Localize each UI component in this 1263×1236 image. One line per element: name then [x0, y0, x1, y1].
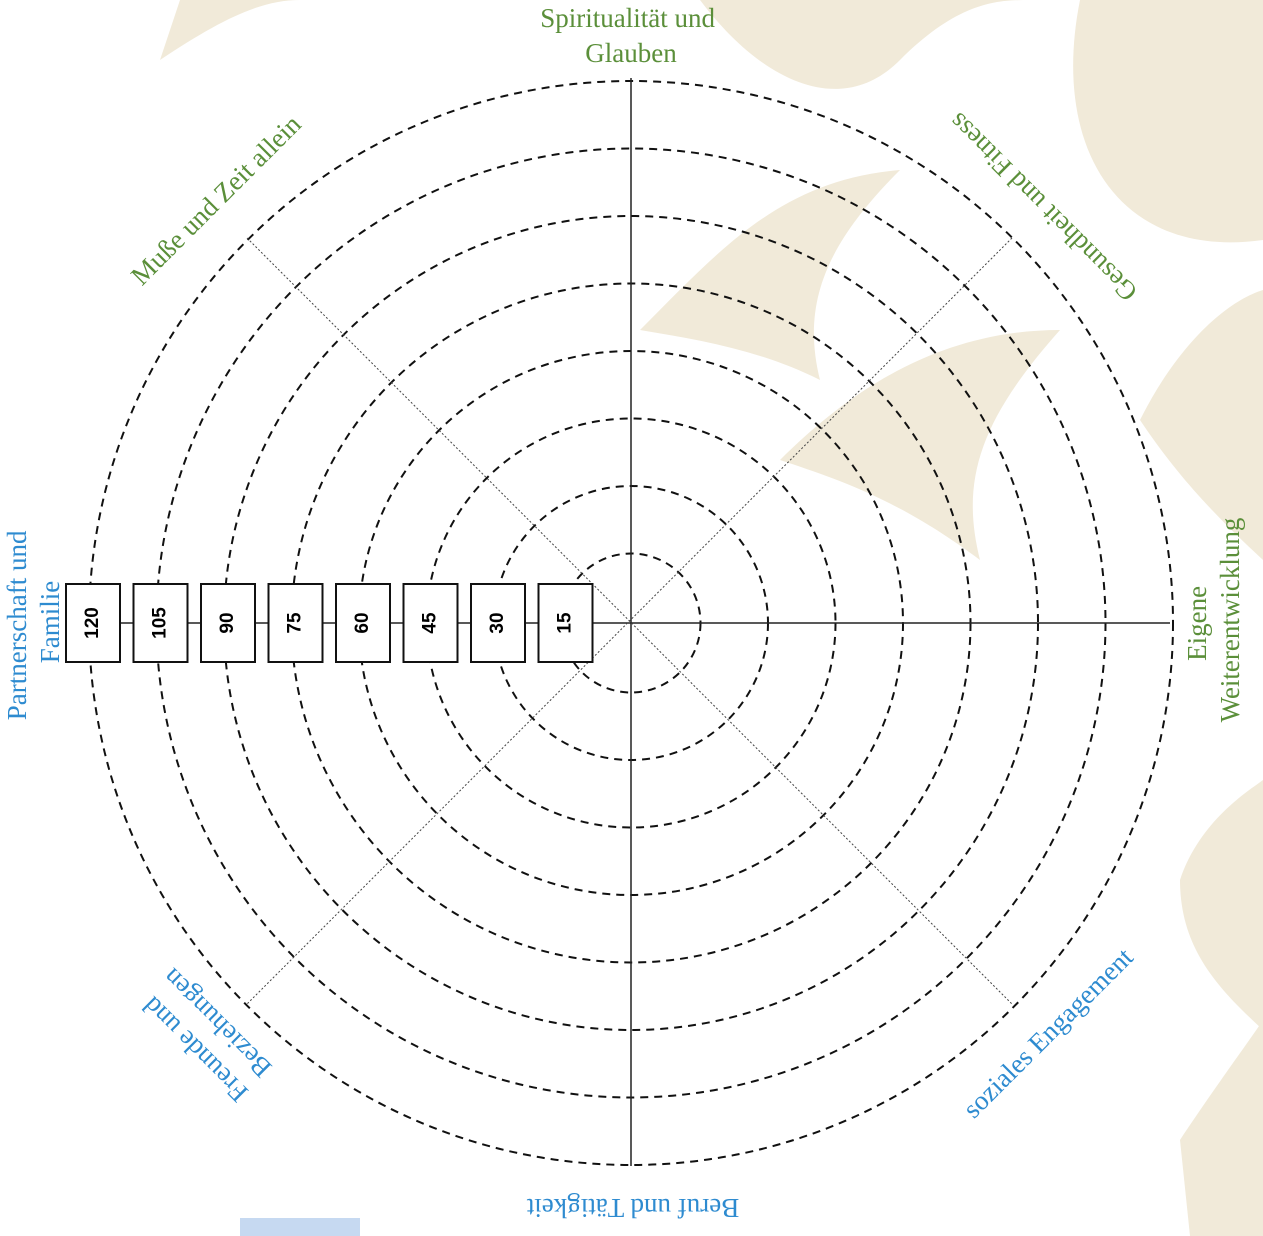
scale-label: 60 — [352, 612, 373, 633]
segment-label: Partnerschaft und Familie — [2, 524, 65, 720]
scale-label: 45 — [420, 612, 441, 634]
segment-label: Freunde und Beziehungen — [132, 962, 278, 1108]
scale-label: 90 — [217, 612, 238, 633]
footer-bar — [240, 1218, 360, 1236]
scale-label: 75 — [285, 612, 306, 634]
segment-label: Eigene Weiterentwicklung — [1182, 518, 1245, 723]
scale-label: 105 — [150, 607, 171, 639]
segment-label: Muße und Zeit allein — [125, 109, 307, 291]
segment-label: Beruf und Tätigkeit — [526, 1193, 739, 1223]
scale-label: 120 — [82, 607, 103, 639]
segment-label: Spiritualität und Glauben — [540, 3, 722, 68]
background-flames — [160, 0, 1263, 1236]
scale-label: 15 — [555, 612, 576, 634]
scale-label: 30 — [487, 612, 508, 633]
life-wheel: Spiritualität und Glauben Gesundheit und… — [0, 0, 1263, 1236]
